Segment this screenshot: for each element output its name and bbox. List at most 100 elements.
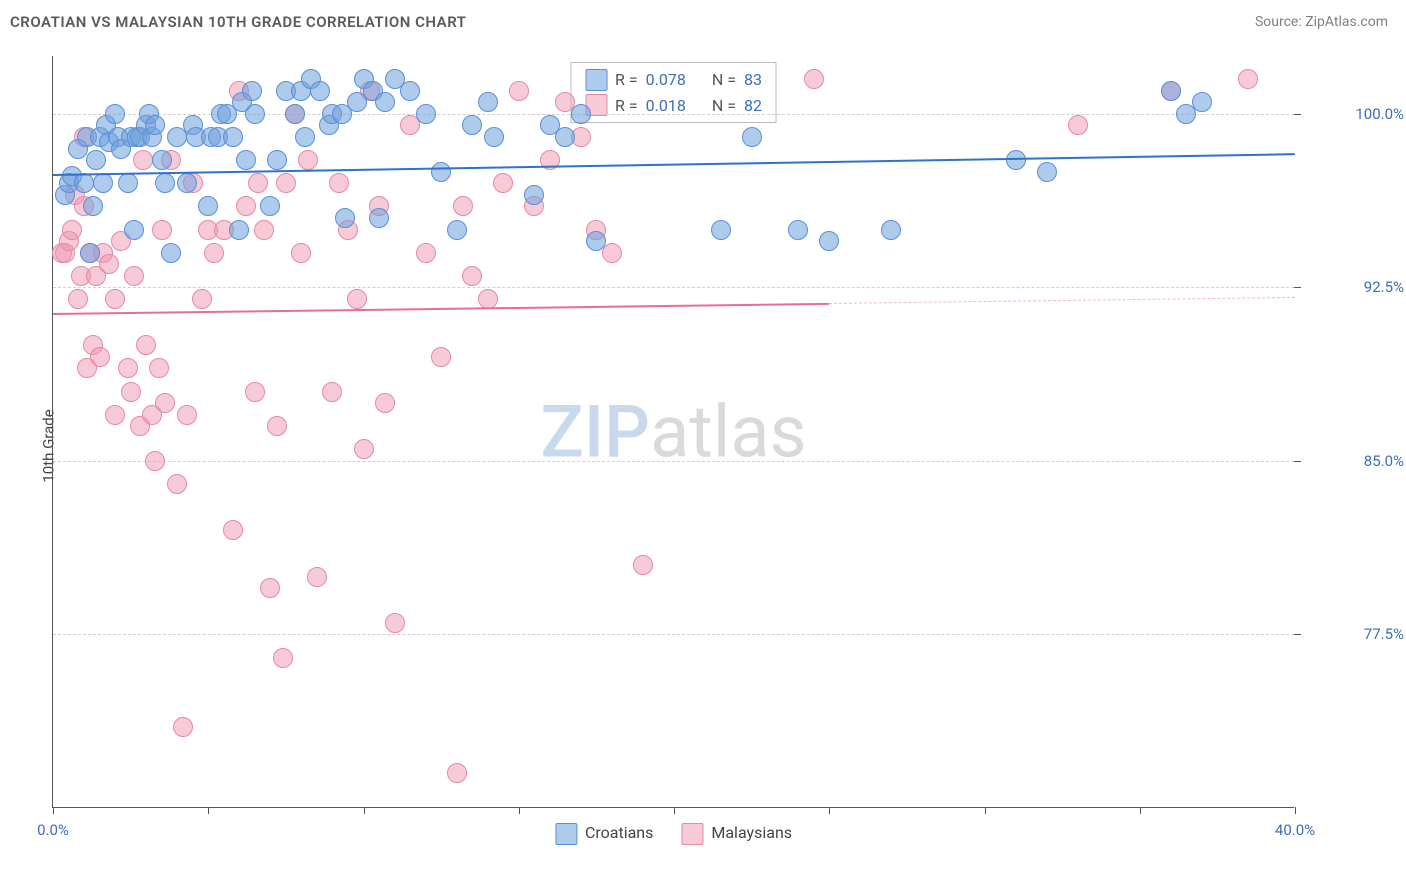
x-tick-mark bbox=[674, 807, 675, 814]
legend-swatch-blue bbox=[585, 69, 607, 91]
legend-bottom: Croatians Malaysians bbox=[555, 823, 792, 845]
y-tick-mark bbox=[1294, 634, 1301, 635]
legend-n-value: 83 bbox=[744, 67, 762, 93]
dot-malaysian bbox=[267, 416, 287, 436]
dot-croatian bbox=[152, 150, 172, 170]
dot-malaysian bbox=[177, 405, 197, 425]
legend-r-label: R = bbox=[615, 67, 638, 93]
dot-croatian bbox=[198, 196, 218, 216]
dot-croatian bbox=[416, 104, 436, 124]
y-tick-label: 85.0% bbox=[1304, 452, 1404, 470]
x-tick-label: 0.0% bbox=[37, 821, 69, 839]
dot-malaysian bbox=[192, 289, 212, 309]
x-tick-mark bbox=[519, 807, 520, 814]
gridline-h bbox=[53, 114, 1294, 115]
dot-malaysian bbox=[236, 196, 256, 216]
dot-croatian bbox=[267, 150, 287, 170]
dot-croatian bbox=[310, 81, 330, 101]
dot-croatian bbox=[369, 208, 389, 228]
dot-croatian bbox=[478, 92, 498, 112]
dot-croatian bbox=[145, 115, 165, 135]
chart-title: CROATIAN VS MALAYSIAN 10TH GRADE CORRELA… bbox=[10, 13, 466, 31]
dot-croatian bbox=[80, 243, 100, 263]
gridline-h bbox=[53, 287, 1294, 288]
y-tick-label: 77.5% bbox=[1304, 625, 1404, 643]
dot-malaysian bbox=[248, 173, 268, 193]
dot-malaysian bbox=[105, 289, 125, 309]
x-tick-mark bbox=[985, 807, 986, 814]
dot-croatian bbox=[586, 231, 606, 251]
x-tick-mark bbox=[53, 807, 54, 814]
dot-malaysian bbox=[173, 717, 193, 737]
dot-malaysian bbox=[453, 196, 473, 216]
dot-croatian bbox=[93, 173, 113, 193]
dot-croatian bbox=[229, 220, 249, 240]
dot-malaysian bbox=[431, 347, 451, 367]
dot-croatian bbox=[1192, 92, 1212, 112]
dot-croatian bbox=[555, 127, 575, 147]
y-tick-mark bbox=[1294, 461, 1301, 462]
dot-malaysian bbox=[105, 405, 125, 425]
x-tick-mark bbox=[1295, 807, 1296, 814]
legend-bottom-item-malaysians: Malaysians bbox=[681, 823, 792, 845]
dot-malaysian bbox=[354, 439, 374, 459]
dot-croatian bbox=[118, 173, 138, 193]
trendline-pink-solid bbox=[53, 303, 829, 315]
dot-malaysian bbox=[462, 266, 482, 286]
dot-croatian bbox=[788, 220, 808, 240]
dot-croatian bbox=[74, 173, 94, 193]
header-bar: CROATIAN VS MALAYSIAN 10TH GRADE CORRELA… bbox=[0, 0, 1406, 44]
dot-malaysian bbox=[375, 393, 395, 413]
source-label: Source: ZipAtlas.com bbox=[1255, 14, 1388, 30]
dot-croatian bbox=[335, 208, 355, 228]
dot-croatian bbox=[742, 127, 762, 147]
dot-malaysian bbox=[804, 69, 824, 89]
dot-croatian bbox=[571, 104, 591, 124]
dot-croatian bbox=[155, 173, 175, 193]
dot-malaysian bbox=[204, 243, 224, 263]
dot-croatian bbox=[400, 81, 420, 101]
dot-malaysian bbox=[62, 220, 82, 240]
dot-malaysian bbox=[416, 243, 436, 263]
x-tick-mark bbox=[208, 807, 209, 814]
dot-croatian bbox=[245, 104, 265, 124]
dot-malaysian bbox=[307, 567, 327, 587]
dot-malaysian bbox=[291, 243, 311, 263]
y-tick-label: 100.0% bbox=[1304, 105, 1404, 123]
dot-malaysian bbox=[99, 254, 119, 274]
dot-croatian bbox=[447, 220, 467, 240]
y-tick-mark bbox=[1294, 114, 1301, 115]
dot-malaysian bbox=[133, 150, 153, 170]
dot-malaysian bbox=[385, 613, 405, 633]
dot-croatian bbox=[177, 173, 197, 193]
dot-croatian bbox=[124, 220, 144, 240]
dot-croatian bbox=[161, 243, 181, 263]
y-tick-mark bbox=[1294, 287, 1301, 288]
plot-area: ZIPatlas R = 0.078 N = 83 R = 0.018 N = … bbox=[52, 56, 1294, 808]
dot-malaysian bbox=[298, 150, 318, 170]
dot-croatian bbox=[285, 104, 305, 124]
dot-croatian bbox=[1161, 81, 1181, 101]
legend-bottom-item-croatians: Croatians bbox=[555, 823, 653, 845]
dot-malaysian bbox=[1068, 115, 1088, 135]
dot-malaysian bbox=[633, 555, 653, 575]
gridline-h bbox=[53, 634, 1294, 635]
dot-malaysian bbox=[155, 393, 175, 413]
dot-malaysian bbox=[136, 335, 156, 355]
dot-croatian bbox=[105, 104, 125, 124]
dot-malaysian bbox=[1238, 69, 1258, 89]
dot-malaysian bbox=[145, 451, 165, 471]
dot-croatian bbox=[86, 150, 106, 170]
gridline-h bbox=[53, 461, 1294, 462]
dot-croatian bbox=[431, 162, 451, 182]
dot-croatian bbox=[462, 115, 482, 135]
dot-malaysian bbox=[447, 763, 467, 783]
dot-croatian bbox=[819, 231, 839, 251]
dot-croatian bbox=[1037, 162, 1057, 182]
x-tick-mark bbox=[1140, 807, 1141, 814]
legend-r-value: 0.078 bbox=[646, 67, 686, 93]
dot-malaysian bbox=[245, 382, 265, 402]
legend-row-blue: R = 0.078 N = 83 bbox=[585, 67, 762, 93]
y-tick-label: 92.5% bbox=[1304, 278, 1404, 296]
chart-container: CROATIAN VS MALAYSIAN 10TH GRADE CORRELA… bbox=[0, 0, 1406, 892]
